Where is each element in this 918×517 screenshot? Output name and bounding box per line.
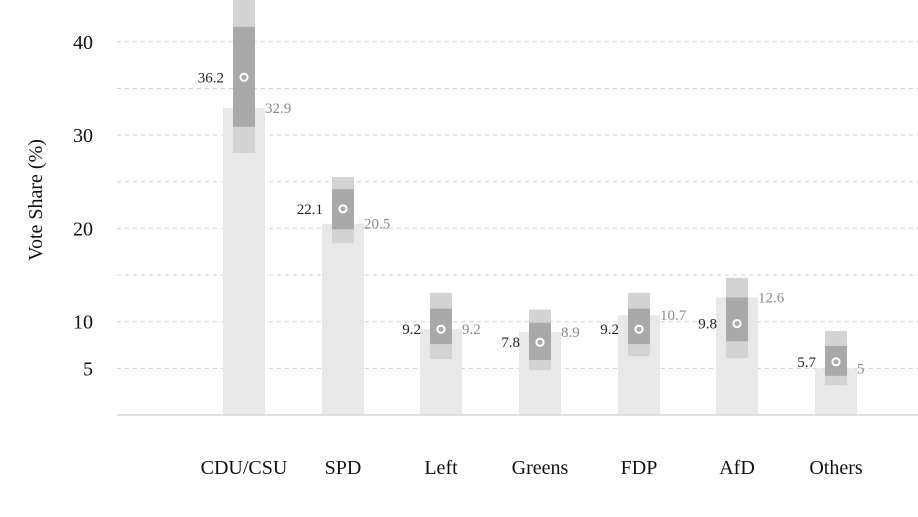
estimate-marker bbox=[732, 318, 742, 329]
x-category-label: Greens bbox=[512, 457, 569, 479]
result-bar bbox=[223, 108, 265, 415]
y-tick-label: 10 bbox=[73, 312, 93, 334]
y-tick-label: 5 bbox=[83, 358, 93, 380]
y-tick-label: 30 bbox=[73, 125, 93, 147]
x-category-label: Others bbox=[809, 457, 863, 479]
estimate-marker bbox=[535, 337, 545, 347]
x-category-label: Left bbox=[424, 457, 458, 479]
x-category-label: CDU/CSU bbox=[201, 457, 288, 479]
estimate-intervals bbox=[233, 0, 847, 386]
estimate-label: 9.2 bbox=[600, 322, 619, 338]
estimate-marker bbox=[634, 324, 644, 334]
x-category-label: AfD bbox=[719, 457, 755, 479]
axes: 5 10 20 30 40 CDU/CSU SPD Left Greens FDP AfD Other… bbox=[73, 32, 918, 479]
inner-interval bbox=[233, 26, 255, 127]
y-tick-label: 40 bbox=[73, 32, 93, 54]
estimate-label: 22.1 bbox=[297, 202, 323, 218]
result-label: 12.6 bbox=[758, 290, 785, 306]
gridlines bbox=[117, 41, 918, 369]
result-bar bbox=[322, 223, 364, 415]
y-axis-title: Vote Share (%) bbox=[25, 139, 47, 261]
inner-interval bbox=[825, 345, 847, 376]
inner-interval bbox=[332, 189, 354, 230]
estimate-label: 7.8 bbox=[501, 335, 520, 351]
inner-interval bbox=[529, 322, 551, 360]
result-label: 32.9 bbox=[265, 101, 291, 117]
result-label: 5 bbox=[857, 361, 865, 377]
x-category-label: SPD bbox=[325, 457, 362, 479]
estimate-marker bbox=[436, 324, 446, 334]
result-label: 9.2 bbox=[462, 322, 481, 338]
estimate-label: 9.8 bbox=[698, 317, 717, 333]
result-label: 10.7 bbox=[660, 308, 687, 324]
value-labels: 36.2 32.9 22.1 20.5 9.2 9.2 7.8 8.9 9.2 10.7 9.8 12… bbox=[198, 70, 865, 377]
estimate-marker bbox=[239, 72, 249, 82]
estimate-marker bbox=[831, 357, 841, 367]
estimate-label: 9.2 bbox=[402, 322, 421, 338]
estimate-label: 5.7 bbox=[797, 355, 816, 371]
x-category-label: FDP bbox=[621, 457, 658, 479]
result-label: 8.9 bbox=[561, 325, 580, 341]
result-label: 20.5 bbox=[364, 217, 390, 233]
y-tick-label: 20 bbox=[73, 218, 93, 240]
estimate-marker bbox=[338, 204, 348, 214]
estimate-label: 36.2 bbox=[198, 70, 224, 86]
